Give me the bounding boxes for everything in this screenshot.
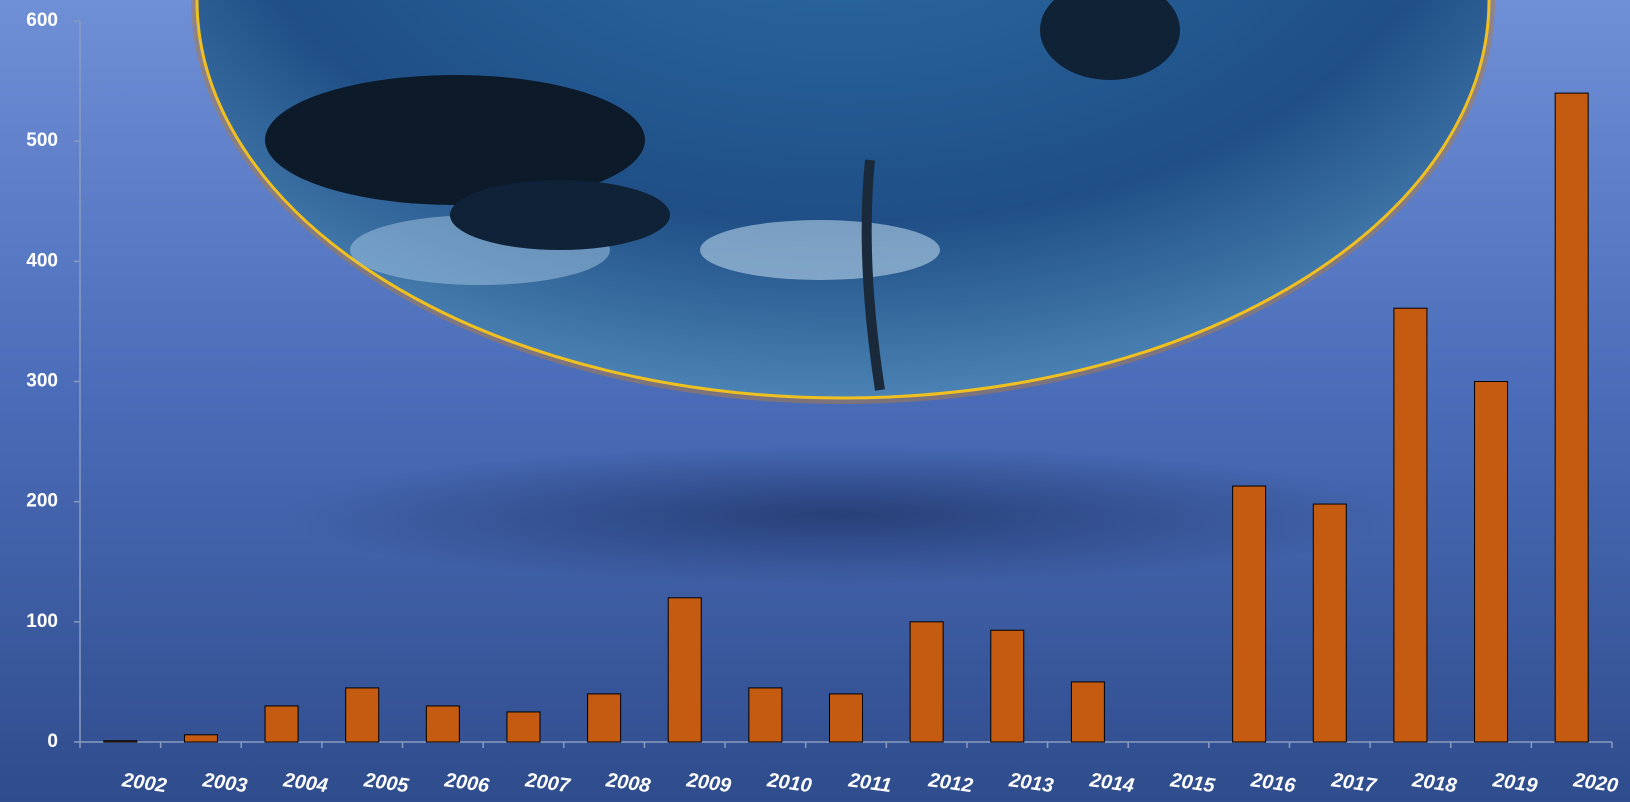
- bar: [345, 687, 380, 743]
- y-tick-label: 500: [26, 130, 58, 151]
- y-tick-label: 200: [26, 491, 58, 512]
- bar: [183, 734, 218, 743]
- bar: [425, 705, 460, 743]
- bar: [264, 705, 299, 743]
- bar: [909, 621, 944, 743]
- bar: [829, 693, 863, 743]
- bar: [1554, 92, 1589, 743]
- bar: [1393, 307, 1428, 743]
- bar: [506, 711, 541, 743]
- photo: [191, 0, 1495, 404]
- shadow: [280, 445, 1400, 585]
- y-tick-label: 400: [26, 250, 58, 271]
- bar: [587, 693, 622, 743]
- bar: [1312, 503, 1347, 743]
- y-tick-label: 300: [26, 371, 58, 392]
- bar: [990, 629, 1025, 743]
- y-tick-label: 600: [26, 10, 58, 31]
- bar: [103, 740, 138, 743]
- bar: [1474, 381, 1509, 743]
- y-tick-label: 0: [47, 731, 58, 752]
- bar: [748, 687, 783, 743]
- bar: [667, 597, 702, 743]
- bar: [1070, 681, 1105, 743]
- bar: [1232, 485, 1267, 743]
- y-tick-label: 100: [26, 611, 58, 632]
